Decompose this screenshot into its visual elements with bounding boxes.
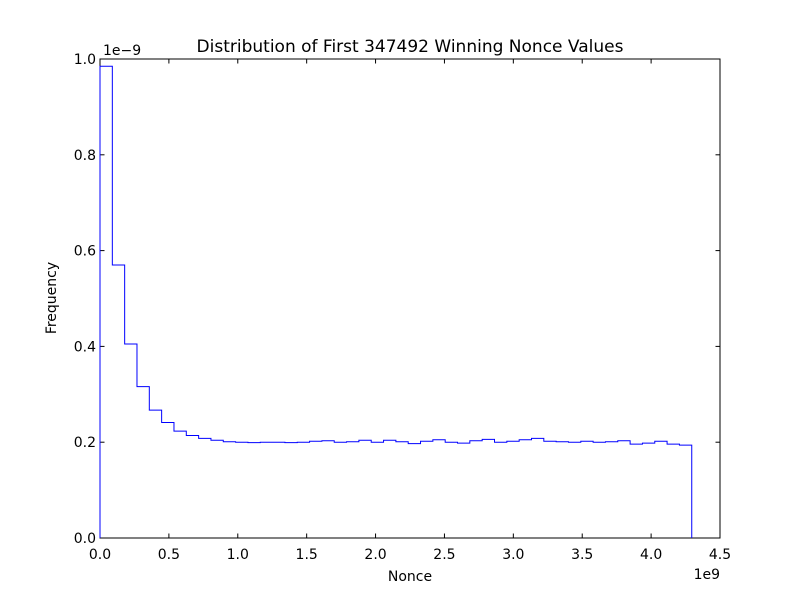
y-tick-label: 0.2	[74, 435, 96, 451]
histogram-step-line	[99, 65, 693, 538]
chart-title: Distribution of First 347492 Winning Non…	[197, 37, 624, 57]
plot-spines	[99, 58, 721, 539]
y-tick-label: 1.0	[74, 52, 96, 68]
x-tick-label: 4.0	[640, 547, 662, 563]
x-tick-label: 2.5	[433, 547, 455, 563]
y-tick-label: 0.6	[74, 244, 96, 260]
x-tick-label: 0.0	[89, 547, 111, 563]
x-axis-label: Nonce	[388, 569, 432, 585]
x-tick-label: 1.5	[296, 547, 318, 563]
x-tick-label: 4.5	[709, 547, 731, 563]
x-offset-label: 1e9	[694, 567, 720, 583]
x-tick-label: 2.0	[364, 547, 386, 563]
x-tick-label: 1.0	[227, 547, 249, 563]
y-offset-label: 1e−9	[103, 43, 141, 59]
x-tick-label: 0.5	[158, 547, 180, 563]
y-tick-label: 0.8	[74, 148, 96, 164]
x-tick-label: 3.0	[502, 547, 524, 563]
x-tick-label: 3.5	[571, 547, 593, 563]
y-tick-label: 0.4	[74, 339, 96, 355]
y-axis-label: Frequency	[44, 262, 60, 334]
y-tick-label: 0.0	[74, 531, 96, 547]
